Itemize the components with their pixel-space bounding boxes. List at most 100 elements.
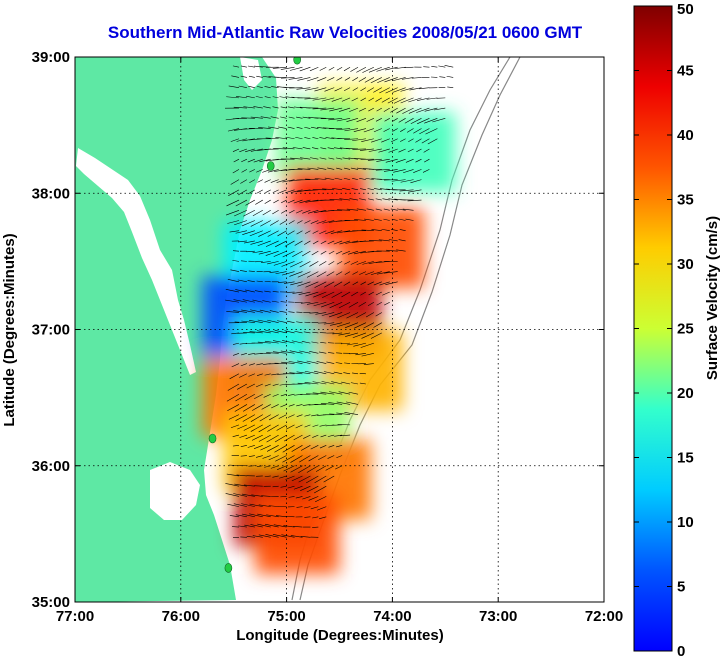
velocity-vector — [302, 147, 311, 150]
velocity-vector — [240, 363, 248, 367]
velocity-vector — [336, 352, 343, 354]
velocity-vector — [365, 312, 375, 318]
velocity-vector — [240, 128, 255, 130]
velocity-vector — [343, 372, 351, 375]
velocity-vector — [241, 503, 255, 507]
velocity-vector — [242, 138, 255, 142]
velocity-vector — [257, 513, 271, 518]
velocity-vector — [231, 363, 240, 368]
y-tick-label: 36:00 — [32, 458, 70, 475]
velocity-vector — [417, 118, 430, 125]
velocity-vector — [236, 138, 248, 142]
velocity-vector — [274, 329, 287, 334]
velocity-vector — [268, 455, 279, 461]
velocity-vector — [245, 434, 255, 440]
velocity-vector — [373, 128, 382, 133]
velocity-vector — [304, 424, 311, 428]
velocity-vector — [300, 485, 311, 491]
velocity-vector — [300, 301, 311, 304]
velocity-vector — [424, 107, 438, 112]
velocity-vector — [249, 363, 255, 366]
velocity-vector — [294, 330, 303, 334]
colorbar-label: Surface Velocity (cm/s) — [704, 216, 721, 380]
velocity-vector — [331, 381, 343, 385]
velocity-vector — [300, 536, 311, 538]
velocity-vector — [350, 167, 359, 170]
velocity-vector — [356, 261, 367, 265]
velocity-vector — [271, 373, 279, 376]
velocity-vector — [391, 179, 406, 182]
velocity-vector — [225, 299, 240, 303]
velocity-vector — [291, 340, 303, 344]
velocity-vector — [226, 199, 240, 207]
velocity-vector — [390, 208, 398, 211]
velocity-vector — [327, 455, 335, 459]
velocity-vector — [367, 188, 374, 191]
velocity-vector — [250, 148, 263, 152]
velocity-vector — [233, 503, 247, 507]
velocity-vector — [347, 250, 359, 255]
velocity-vector — [256, 280, 263, 283]
velocity-vector — [237, 189, 248, 196]
velocity-vector — [431, 66, 438, 68]
y-axis: 39:00 38:00 37:00 36:00 35:00 — [32, 49, 604, 611]
velocity-vector — [244, 240, 255, 244]
velocity-vector — [297, 77, 311, 81]
velocity-vector — [255, 96, 263, 99]
velocity-vector — [304, 321, 311, 323]
velocity-vector — [370, 271, 382, 276]
velocity-vector — [349, 198, 359, 201]
velocity-vector — [299, 455, 311, 463]
velocity-vector — [295, 136, 303, 140]
velocity-vector — [296, 230, 303, 235]
velocity-vector — [239, 434, 248, 438]
velocity-vector — [274, 434, 287, 443]
velocity-vector — [238, 240, 247, 243]
velocity-vector — [373, 87, 382, 93]
velocity-vector — [400, 179, 414, 183]
grid — [75, 57, 604, 602]
velocity-vector — [257, 179, 263, 183]
velocity-vector — [246, 95, 255, 99]
velocity-vector — [383, 218, 390, 221]
velocity-vector — [264, 199, 271, 204]
velocity-vector — [275, 271, 287, 275]
velocity-vector — [343, 66, 351, 72]
y-tick-label: 35:00 — [32, 594, 70, 611]
velocity-vector — [344, 138, 359, 140]
velocity-vector — [387, 97, 398, 104]
velocity-vector — [424, 158, 430, 163]
velocity-vector — [416, 97, 430, 101]
velocity-vector — [277, 230, 287, 237]
velocity-vector — [411, 77, 422, 79]
velocity-vector — [285, 136, 295, 140]
velocity-vector — [404, 118, 414, 124]
velocity-vector — [400, 97, 414, 104]
velocity-vector — [227, 128, 240, 132]
velocity-vector — [306, 465, 319, 473]
velocity-vector — [340, 342, 351, 345]
velocity-vector — [366, 118, 375, 122]
velocity-vector — [297, 168, 311, 170]
velocity-vector — [307, 167, 319, 170]
velocity-vector — [272, 210, 279, 215]
velocity-vector — [342, 188, 351, 191]
velocity-vector — [337, 230, 351, 234]
velocity-vector — [303, 434, 311, 439]
velocity-vector — [241, 493, 255, 497]
velocity-vector — [232, 148, 240, 152]
velocity-vector — [320, 342, 327, 344]
velocity-vector — [351, 97, 359, 102]
velocity-vector — [363, 322, 375, 329]
velocity-vector — [281, 534, 295, 538]
velocity-vector — [253, 445, 263, 449]
velocity-vector — [287, 126, 295, 129]
velocity-vector — [401, 77, 414, 80]
velocity-vector — [359, 271, 367, 275]
velocity-vector — [256, 86, 263, 88]
velocity-vector — [325, 137, 335, 140]
velocity-vector — [362, 261, 374, 265]
velocity-vector — [302, 210, 311, 214]
velocity-vector — [261, 404, 271, 410]
velocity-vector — [291, 445, 303, 452]
